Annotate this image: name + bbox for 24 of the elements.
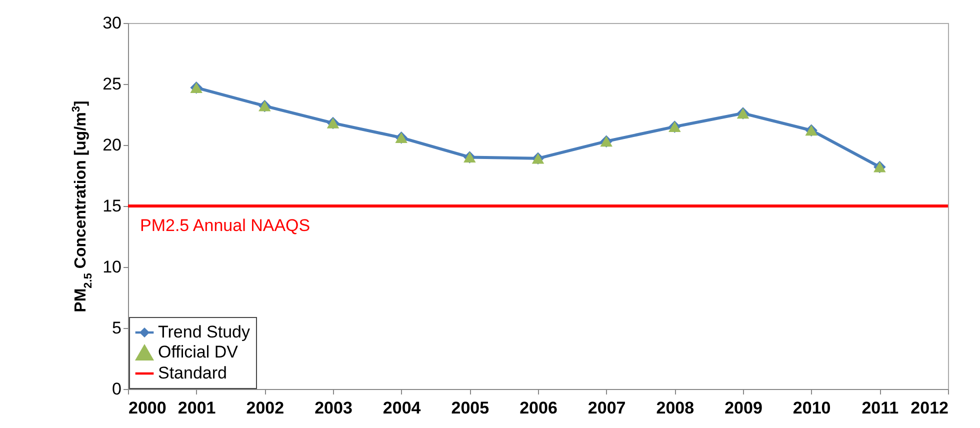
x-tick-label: 2003 bbox=[314, 398, 352, 418]
legend-label: Trend Study bbox=[158, 322, 250, 342]
x-tick-label: 2004 bbox=[382, 398, 422, 418]
annotation: PM2.5 Annual NAAQS bbox=[140, 216, 310, 235]
x-tick-label: 2008 bbox=[656, 398, 694, 418]
y-tick-label: 20 bbox=[102, 136, 122, 154]
y-tick-label: 0 bbox=[112, 380, 122, 398]
x-tick-label: 2007 bbox=[588, 398, 626, 418]
legend-label: Official DV bbox=[158, 342, 239, 362]
x-tick-label: 2005 bbox=[451, 398, 490, 418]
x-tick-label: 2009 bbox=[724, 398, 762, 418]
y-tick-label: 10 bbox=[102, 258, 122, 276]
x-tick-label: 2002 bbox=[246, 398, 284, 418]
y-tick-label: 25 bbox=[102, 74, 122, 94]
x-tick-label: 2010 bbox=[792, 398, 831, 418]
x-tick-label: 2006 bbox=[520, 398, 558, 418]
y-tick-label: 15 bbox=[102, 196, 122, 216]
x-tick-label: 2012 bbox=[910, 398, 948, 418]
legend-label: Standard bbox=[158, 364, 227, 382]
x-tick-label: 2001 bbox=[178, 398, 216, 418]
y-tick-label: 30 bbox=[102, 14, 122, 32]
x-tick-label: 2011 bbox=[862, 398, 899, 418]
y-tick-label: 5 bbox=[112, 318, 122, 338]
x-tick-label: 2000 bbox=[128, 398, 166, 418]
